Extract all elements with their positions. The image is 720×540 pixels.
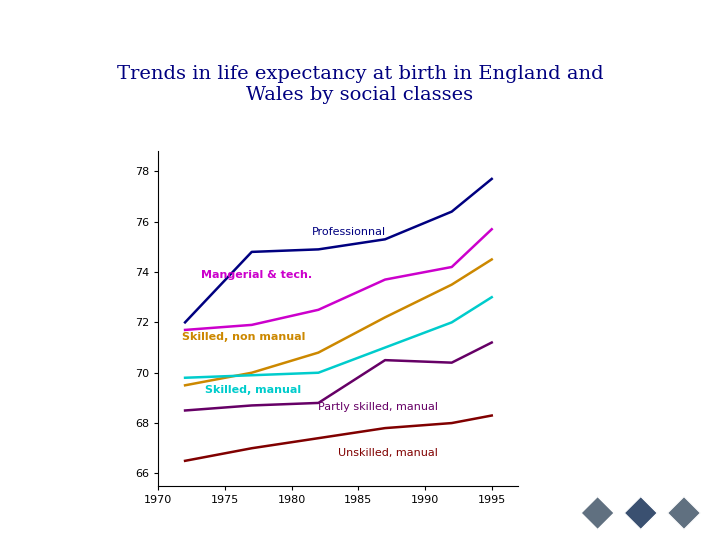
Text: Skilled, manual: Skilled, manual: [205, 386, 301, 395]
Text: Partly skilled, manual: Partly skilled, manual: [318, 402, 438, 411]
Polygon shape: [667, 497, 701, 529]
Polygon shape: [581, 497, 614, 529]
Text: Mangerial & tech.: Mangerial & tech.: [201, 269, 312, 280]
Text: Professionnal: Professionnal: [312, 227, 386, 237]
Text: Skilled, non manual: Skilled, non manual: [182, 333, 306, 342]
Text: Trends in life expectancy at birth in England and
Wales by social classes: Trends in life expectancy at birth in En…: [117, 65, 603, 104]
Text: Unskilled, manual: Unskilled, manual: [338, 448, 438, 458]
Polygon shape: [624, 497, 657, 529]
